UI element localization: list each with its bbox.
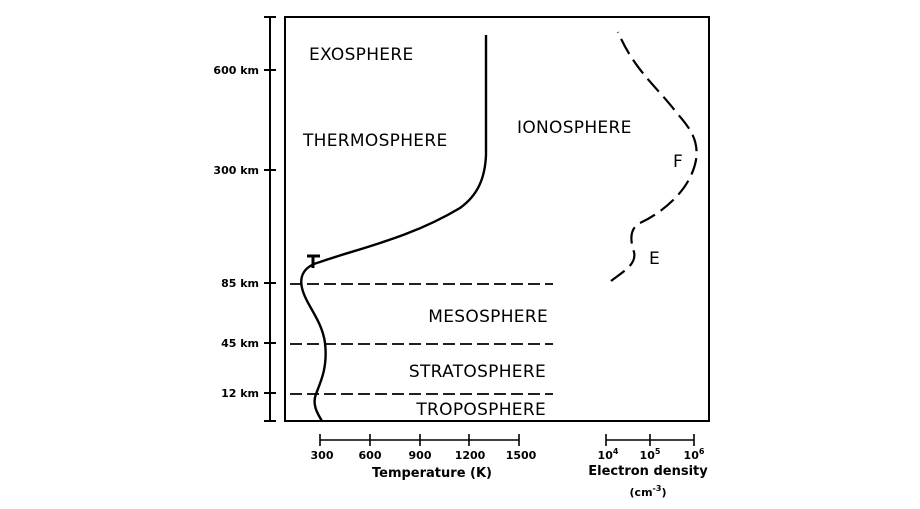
electron-tick-1e6: 106 [684, 447, 705, 462]
altitude-label-300: 300 km [213, 164, 259, 177]
temp-tick-1200: 1200 [455, 449, 486, 462]
ionosphere-label: IONOSPHERE [517, 118, 632, 138]
altitude-axis [264, 16, 276, 422]
temp-tick-300: 300 [311, 449, 334, 462]
diagram-frame [284, 16, 710, 422]
electron-axis-unit: (cm-3) [630, 484, 667, 499]
altitude-label-600: 600 km [213, 64, 259, 77]
temp-tick-1500: 1500 [506, 449, 537, 462]
electron-tick-1e5: 105 [640, 447, 661, 462]
electron-axis-title: Electron density [588, 464, 708, 479]
e-layer-label: E [649, 249, 660, 269]
altitude-label-85: 85 km [221, 277, 259, 290]
altitude-label-45: 45 km [221, 337, 259, 350]
electron-axis [605, 434, 695, 446]
altitude-label-12: 12 km [221, 387, 259, 400]
mesosphere-label: MESOSPHERE [428, 307, 548, 327]
temperature-axis [319, 434, 520, 446]
layer-boundaries [290, 283, 553, 395]
mesopause-marker-icon [307, 254, 320, 268]
electron-tick-1e4: 104 [598, 447, 619, 462]
thermosphere-label: THERMOSPHERE [302, 131, 448, 151]
temp-tick-900: 900 [409, 449, 432, 462]
exosphere-label: EXOSPHERE [309, 45, 414, 65]
troposphere-label: TROPOSPHERE [415, 400, 546, 420]
temperature-curve [300, 35, 488, 422]
stratosphere-label: STRATOSPHERE [409, 362, 546, 382]
temp-tick-600: 600 [359, 449, 382, 462]
electron-density-curve [610, 31, 698, 282]
f-layer-label: F [673, 152, 683, 172]
temperature-axis-title: Temperature (K) [372, 466, 492, 481]
